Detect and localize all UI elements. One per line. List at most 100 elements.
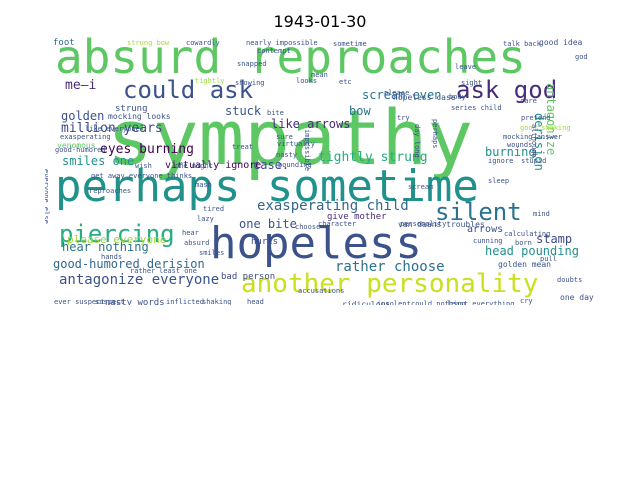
cloud-word: venomous bbox=[57, 141, 96, 150]
cloud-word: ever suspect bbox=[54, 298, 105, 306]
cloud-word: tired bbox=[203, 205, 225, 213]
cloud-word: hurls bbox=[251, 237, 279, 247]
cloud-word: stupid bbox=[521, 157, 547, 165]
cloud-word: sometime bbox=[333, 40, 367, 48]
cloud-word: rather choose bbox=[335, 259, 445, 275]
cloud-word: nasty words bbox=[105, 298, 165, 306]
cloud-word: leave bbox=[455, 63, 477, 71]
cloud-word: hopeless case bbox=[393, 93, 456, 102]
cloud-word: tightly bbox=[195, 77, 225, 85]
cloud-word: perhaps bbox=[431, 119, 439, 149]
cloud-word: smiles bbox=[199, 249, 225, 257]
cloud-word: talk back bbox=[503, 40, 541, 48]
cloud-word: one day bbox=[560, 293, 594, 302]
chart-title: 1943-01-30 bbox=[273, 12, 367, 31]
cloud-word: impossible bbox=[303, 129, 311, 172]
cloud-word: get away everyone thinks bbox=[91, 172, 193, 180]
cloud-word: please bbox=[384, 89, 410, 97]
cloud-word: cunning bbox=[473, 237, 503, 245]
cloud-word: mean bbox=[311, 71, 328, 79]
cloud-word: treat bbox=[232, 143, 254, 151]
cloud-word: scream even bbox=[362, 88, 442, 102]
cloud-word: could ask bbox=[123, 76, 254, 104]
cloud-word: absurd bbox=[184, 239, 210, 247]
cloud-word: doubts bbox=[557, 276, 583, 284]
cloud-word: ask god bbox=[456, 76, 558, 104]
cloud-word: snapped bbox=[237, 60, 267, 68]
cloud-word: good-humored bbox=[55, 146, 106, 154]
cloud-word: accusations bbox=[298, 287, 345, 295]
cloud-word: day long bbox=[413, 124, 421, 158]
cloud-word: sympathy bbox=[107, 93, 474, 182]
cloud-word: care bbox=[520, 97, 537, 105]
cloud-word: pounding bbox=[278, 161, 312, 169]
cloud-word: good idea bbox=[539, 38, 583, 47]
cloud-word: strung bbox=[115, 104, 148, 114]
cloud-word: bad person bbox=[221, 272, 276, 282]
cloud-word: mocking looks bbox=[108, 112, 171, 121]
cloud-word: perhaps sometime bbox=[55, 161, 479, 212]
cloud-word: head pounding bbox=[485, 244, 579, 258]
cloud-word: wounds bbox=[507, 141, 533, 149]
cloud-word: bow bbox=[349, 104, 371, 118]
cloud-word: eyes burning bbox=[100, 142, 194, 157]
cloud-word: least one bbox=[159, 267, 197, 275]
cloud-word: please everyone bbox=[67, 233, 167, 246]
cloud-word: silent bbox=[435, 198, 522, 226]
cloud-word: body bbox=[449, 93, 466, 101]
cloud-word: like arrows bbox=[271, 117, 351, 131]
cloud-word: calculating bbox=[504, 230, 551, 238]
cloud-word: born bbox=[515, 239, 532, 247]
cloud-word: god bbox=[575, 53, 588, 61]
cloud-word: character bbox=[318, 220, 356, 228]
cloud-word: like everyone bbox=[85, 125, 140, 133]
cloud-word: antagonize everyone bbox=[59, 272, 220, 288]
cloud-word: million years bbox=[61, 121, 163, 136]
cloud-word: everyone else bbox=[45, 169, 50, 224]
cloud-word: try bbox=[397, 114, 410, 122]
cloud-word: etc bbox=[339, 78, 352, 86]
cloud-word: hear bbox=[182, 229, 199, 237]
cloud-word: tightly strung bbox=[318, 150, 428, 165]
cloud-word: case. bbox=[253, 158, 290, 172]
cloud-word: insolent bbox=[377, 300, 411, 306]
cloud-word: bite bbox=[267, 109, 284, 117]
cloud-word: sure bbox=[276, 133, 293, 141]
cloud-word: head bbox=[247, 298, 264, 306]
cloud-word: although bbox=[530, 124, 538, 158]
cloud-word: exasperating bbox=[60, 133, 111, 141]
cloud-word: foot bbox=[53, 38, 75, 48]
cloud-word: mind bbox=[533, 210, 550, 218]
cloud-word: one night bbox=[175, 162, 213, 170]
cloud-word: absurd reproaches bbox=[55, 34, 526, 84]
cloud-word: virtually ignore bbox=[165, 160, 262, 171]
cloud-word: nearly impossible bbox=[246, 39, 318, 47]
cloud-word: contempt bbox=[257, 47, 291, 55]
cloud-word: could nothing bbox=[411, 300, 466, 306]
cloud-word: rather bbox=[130, 267, 156, 275]
cloud-word: suspect bbox=[95, 298, 125, 306]
cloud-word: strung bow bbox=[127, 39, 170, 47]
cloud-word: mocking answer bbox=[503, 133, 563, 141]
cloud-word: showing bbox=[235, 79, 265, 87]
cloud-word: sight bbox=[461, 79, 483, 87]
cloud-word: burning bbox=[485, 145, 536, 159]
cloud-word: scream bbox=[408, 183, 434, 191]
cloud-word: hopeless bbox=[210, 218, 422, 269]
cloud-word: pretend bbox=[521, 114, 551, 122]
cloud-word: nasty bbox=[276, 151, 298, 159]
cloud-word: inflicted bbox=[166, 298, 204, 306]
cloud-word: looks bbox=[296, 77, 318, 85]
cloud-word: personality bbox=[400, 220, 447, 228]
cloud-word: pull bbox=[540, 255, 557, 263]
cloud-word: choose bbox=[295, 223, 321, 231]
cloud-word: ignore bbox=[488, 157, 514, 165]
cloud-word: hear nothing bbox=[62, 240, 149, 254]
cloud-word: another personality bbox=[241, 269, 539, 299]
cloud-word: me—i bbox=[65, 78, 97, 93]
cloud-word: smiles one bbox=[62, 154, 135, 168]
cloud-word: wish bbox=[135, 162, 152, 170]
cloud-word: stuck bbox=[225, 104, 262, 118]
cloud-word: least everything bbox=[447, 300, 515, 306]
cloud-word: give mother bbox=[327, 212, 387, 222]
